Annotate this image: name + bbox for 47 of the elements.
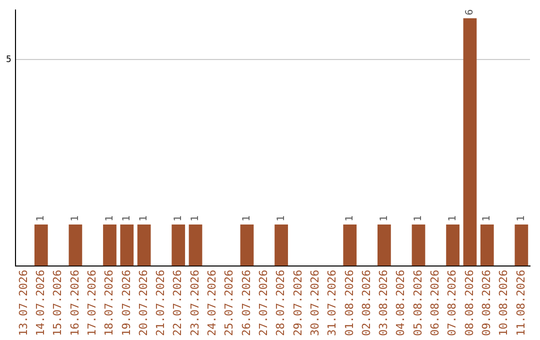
x-tick-label: 19.07.2026: [120, 270, 133, 336]
data-label: 1: [482, 215, 493, 222]
x-tick-label: 02.08.2026: [360, 270, 373, 336]
data-label: 1: [138, 215, 150, 222]
x-tick-label: 28.07.2026: [274, 270, 288, 336]
data-label: 1: [36, 215, 47, 222]
data-label: 6: [464, 9, 476, 16]
x-tick-label: 13.07.2026: [16, 270, 30, 336]
data-label: 1: [104, 215, 116, 222]
data-label: 1: [172, 215, 184, 222]
data-label: 1: [378, 215, 390, 222]
data-label: 1: [190, 215, 202, 222]
x-tick-label: 23.07.2026: [188, 270, 202, 336]
x-tick-label: 03.08.2026: [377, 270, 390, 336]
x-tick-label: 15.07.2026: [51, 270, 64, 336]
x-tick-label: 06.08.2026: [428, 270, 442, 336]
data-label: 1: [242, 215, 253, 222]
x-tick-label: 18.07.2026: [102, 270, 116, 336]
x-tick-label: 27.07.2026: [256, 270, 270, 336]
x-tick-label: 31.07.2026: [326, 270, 339, 336]
x-tick-label: 17.07.2026: [85, 270, 98, 336]
x-tick-label: 16.07.2026: [68, 270, 82, 336]
x-tick-label: 30.07.2026: [308, 270, 322, 336]
x-tick-label: 25.07.2026: [222, 270, 236, 336]
x-tick-label: 08.08.2026: [462, 270, 476, 336]
data-label: 1: [516, 215, 528, 222]
x-tick-label: 09.08.2026: [480, 270, 493, 336]
data-label: 1: [122, 215, 133, 222]
x-tick-label: 26.07.2026: [240, 270, 253, 336]
data-label: 1: [276, 215, 287, 222]
x-tick-label: 21.07.2026: [154, 270, 168, 336]
data-label: 1: [70, 215, 82, 222]
x-tick-label: 07.08.2026: [446, 270, 459, 336]
x-tick-label: 29.07.2026: [291, 270, 304, 336]
x-tick-label: 01.08.2026: [342, 270, 356, 336]
data-label: 1: [413, 215, 424, 222]
x-tick-label: 22.07.2026: [171, 270, 184, 336]
x-tick-label: 04.08.2026: [394, 270, 408, 336]
x-tick-label: 20.07.2026: [136, 270, 150, 336]
x-tick-label: 14.07.2026: [34, 270, 48, 336]
x-tick-label: 24.07.2026: [206, 270, 219, 336]
data-label: 1: [344, 215, 356, 222]
x-tick-label: 11.08.2026: [514, 270, 528, 336]
data-label: 1: [447, 215, 458, 222]
x-tick-label: 10.08.2026: [497, 270, 510, 336]
x-tick-label: 05.08.2026: [411, 270, 424, 336]
y-tick-label: 5: [6, 54, 12, 65]
